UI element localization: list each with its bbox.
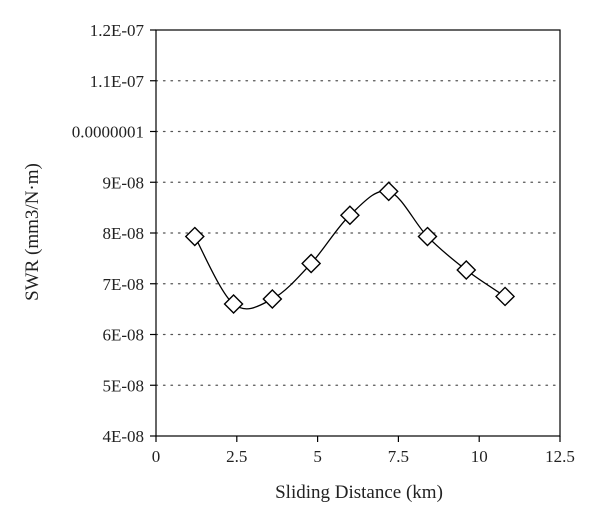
data-point-diamond: [417, 226, 438, 247]
y-tick-label: 7E-08: [102, 275, 144, 294]
y-tick-label: 4E-08: [102, 427, 144, 446]
y-tick-label: 0.0000001: [72, 123, 144, 142]
data-point-diamond: [262, 288, 283, 309]
y-tick-label: 5E-08: [102, 376, 144, 395]
series-markers: [184, 181, 516, 315]
x-tick-label: 2.5: [226, 447, 247, 466]
data-point-diamond: [339, 205, 360, 226]
y-tick-label: 1.2E-07: [90, 21, 145, 40]
x-tick-label: 7.5: [388, 447, 409, 466]
y-axis-title: SWR (mm3/N·m): [22, 163, 43, 301]
data-point-diamond: [456, 260, 477, 281]
y-tick-label: 6E-08: [102, 326, 144, 345]
data-point-diamond: [184, 226, 205, 247]
data-point-diamond: [223, 294, 244, 315]
y-tick-label: 9E-08: [102, 173, 144, 192]
tick-labels: 4E-08 5E-08 6E-08 7E-08 8E-08 9E-08 0.0000001 1…: [72, 21, 575, 466]
data-point-diamond: [495, 286, 516, 307]
x-tick-label: 10: [471, 447, 488, 466]
grid-lines: [155, 80, 561, 386]
axes: [150, 29, 561, 442]
x-axis-title: Sliding Distance (km): [275, 482, 443, 503]
data-point-diamond: [301, 253, 322, 274]
data-point-diamond: [378, 181, 399, 202]
x-tick-label: 0: [152, 447, 161, 466]
y-tick-label: 8E-08: [102, 224, 144, 243]
x-tick-label: 12.5: [545, 447, 575, 466]
y-tick-label: 1.1E-07: [90, 72, 145, 91]
x-tick-label: 5: [313, 447, 322, 466]
